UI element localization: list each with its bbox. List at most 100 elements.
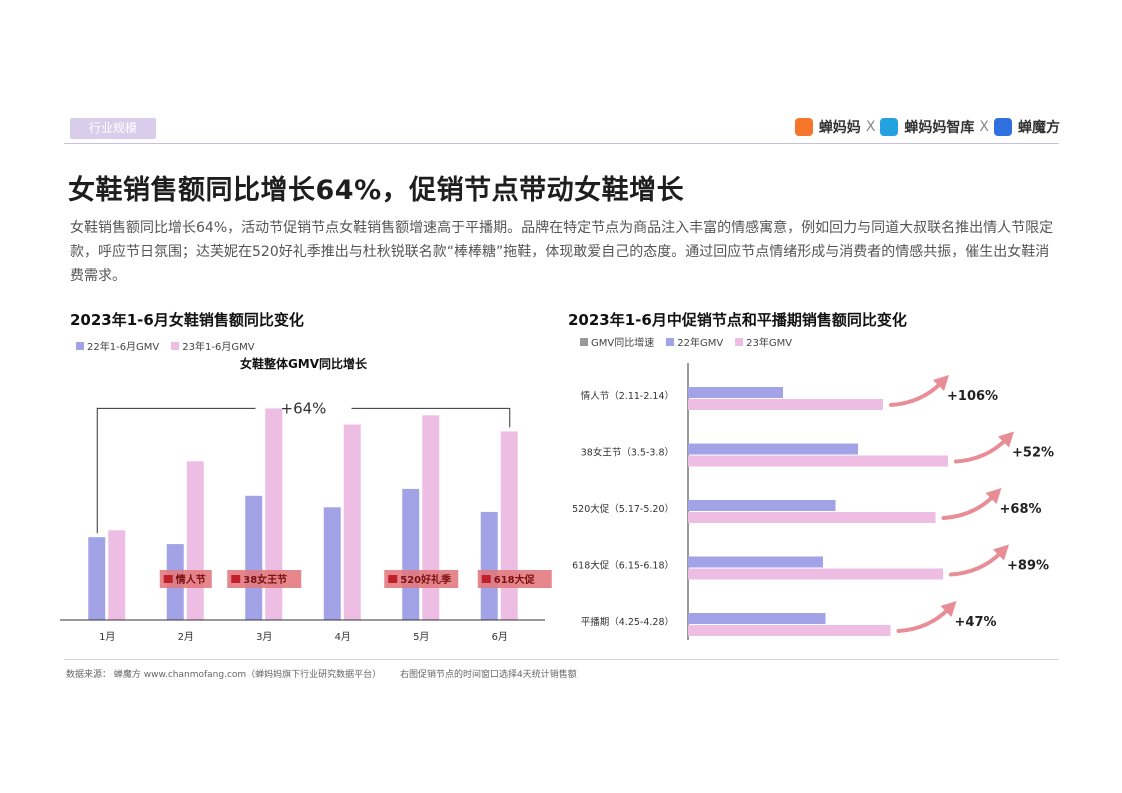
growth-arrow-icon: [941, 494, 996, 520]
growth-arrow-icon: [949, 550, 1003, 577]
bar-23-gmv: [186, 461, 204, 620]
bar-23-gmv: [343, 424, 361, 620]
left-bar-chart: 1月 2月 3月 4月 5月 6月 女鞋整体GMV同比增长 +64% 情人节 38女王节 520好礼…: [60, 356, 552, 643]
growth-arrowhead-icon: [993, 544, 1009, 561]
logo-separator: X: [865, 119, 876, 135]
legend-item: 23年1-6月GMV: [171, 338, 255, 353]
right-chart-title: 2023年1-6月中促销节点和平播期销售额同比变化: [568, 311, 907, 329]
right-bar-chart: 情人节（2.11-2.14） +106% 38女王节（3.5-3.8） +52% 520…: [572, 363, 1054, 640]
header-divider: [64, 143, 1059, 144]
legend-label: 23年1-6月GMV: [182, 342, 255, 353]
page-description: 女鞋销售额同比增长64%，活动节促销节点女鞋销售额增速高于平播期。品牌在特定节点…: [70, 220, 1054, 284]
legend-item: 22年1-6月GMV: [76, 338, 159, 353]
section-tag: 行业规模: [70, 118, 156, 139]
annotation-label: 女鞋整体GMV同比增长: [240, 356, 368, 371]
data-source: 数据来源： 蝉魔方 www.chanmofang.com（蝉妈妈旗下行业研究数据…: [66, 670, 382, 680]
growth-arrowhead-icon: [998, 431, 1014, 448]
bar-23-gmv: [688, 512, 936, 523]
y-tick-label: 618大促（6.15-6.18）: [572, 560, 674, 572]
y-tick-label: 情人节（2.11-2.14）: [581, 390, 674, 402]
event-badge-label: 618大促: [494, 573, 536, 586]
brand-name: 蝉妈妈智库: [904, 120, 975, 136]
legend-swatch: [76, 341, 84, 350]
left-chart-title: 2023年1-6月女鞋销售额同比变化: [70, 311, 304, 329]
legend-item: 22年GMV: [666, 334, 723, 349]
growth-arrow-icon: [889, 381, 943, 407]
legend-swatch: [666, 337, 675, 346]
event-badge-label: 情人节: [176, 573, 206, 586]
gift-icon: [388, 575, 398, 583]
bar-22-gmv: [245, 495, 263, 620]
legend-label: 22年GMV: [677, 338, 724, 349]
bar-22-gmv: [88, 537, 106, 620]
growth-label: +106%: [947, 389, 998, 404]
page-title: 女鞋销售额同比增长64%，促销节点带动女鞋增长: [68, 175, 685, 206]
gift-icon: [163, 575, 173, 583]
brand-logo-chanmama: 蝉妈妈: [794, 117, 861, 137]
x-tick-label: 5月: [413, 631, 429, 643]
growth-arrow-icon: [954, 437, 1008, 464]
y-tick-label: 520大促（5.17-5.20）: [572, 503, 674, 515]
annotation-bracket-right: [351, 407, 511, 428]
growth-arrowhead-icon: [985, 488, 1002, 504]
x-tick-label: 6月: [492, 631, 508, 643]
bar-23-gmv: [108, 530, 126, 620]
event-badge: [227, 570, 302, 588]
growth-arrowhead-icon: [933, 375, 949, 391]
brand-logo-chanmama-zhiku: 蝉妈妈智库: [880, 117, 974, 137]
gift-icon: [231, 575, 241, 583]
gift-icon: [481, 575, 491, 583]
event-badge-label: 38女王节: [243, 573, 287, 586]
growth-label: +68%: [1000, 502, 1042, 517]
bar-22-gmv: [688, 556, 823, 568]
event-badge-label: 520好礼季: [400, 573, 452, 586]
footer-divider: [64, 659, 1059, 660]
bar-22-gmv: [688, 500, 836, 511]
growth-arrowhead-icon: [940, 601, 957, 617]
brand-name: 蝉妈妈: [818, 120, 861, 136]
bar-22-gmv: [688, 613, 826, 624]
chanmama-logo-icon: [794, 118, 813, 136]
left-chart-legend: 22年1-6月GMV 23年1-6月GMV: [76, 338, 255, 353]
legend-swatch: [171, 341, 180, 350]
bar-22-gmv: [402, 488, 420, 620]
event-badge: [159, 570, 212, 588]
growth-label: +52%: [1012, 446, 1054, 461]
x-tick-label: 3月: [256, 631, 272, 643]
legend-item: 23年GMV: [735, 334, 792, 349]
brand-logos: 蝉妈妈 X 蝉妈妈智库 X 蝉魔方: [794, 115, 1060, 139]
growth-label: +47%: [955, 615, 997, 630]
chanmofang-logo-icon: [994, 118, 1012, 136]
bar-22-gmv: [688, 443, 858, 455]
legend-label: 22年1-6月GMV: [87, 342, 160, 353]
bar-22-gmv: [323, 507, 341, 620]
right-chart-legend: GMV同比增速 22年GMV 23年GMV: [580, 334, 792, 349]
annotation-value: +64%: [281, 399, 327, 417]
x-tick-label: 2月: [178, 631, 194, 643]
event-badge: [384, 570, 459, 588]
bar-22-gmv: [688, 387, 783, 398]
event-badge: [477, 570, 552, 588]
footer-note: 右图促销节点的时间窗口选择4天统计销售额: [400, 670, 577, 680]
bar-23-gmv: [422, 415, 440, 620]
legend-swatch: [735, 337, 744, 346]
legend-label: GMV同比增速: [591, 338, 655, 349]
bar-23-gmv: [500, 431, 518, 620]
y-tick-label: 平播期（4.25-4.28）: [581, 616, 674, 628]
brand-logo-chanmofang: 蝉魔方: [994, 117, 1060, 137]
chanmama-zhiku-logo-icon: [880, 118, 899, 136]
x-tick-label: 1月: [99, 631, 115, 643]
bar-23-gmv: [688, 625, 891, 636]
legend-swatch: [580, 337, 588, 346]
growth-label: +89%: [1007, 559, 1049, 574]
bar-23-gmv: [688, 455, 948, 467]
logo-separator: X: [979, 119, 989, 135]
annotation-bracket-left: [96, 407, 256, 534]
x-tick-label: 4月: [335, 631, 351, 643]
bar-22-gmv: [480, 511, 498, 620]
brand-name: 蝉魔方: [1018, 120, 1060, 136]
growth-arrow-icon: [896, 607, 951, 633]
legend-label: 23年GMV: [746, 338, 793, 349]
bar-23-gmv: [688, 399, 883, 410]
bar-23-gmv: [265, 408, 283, 620]
